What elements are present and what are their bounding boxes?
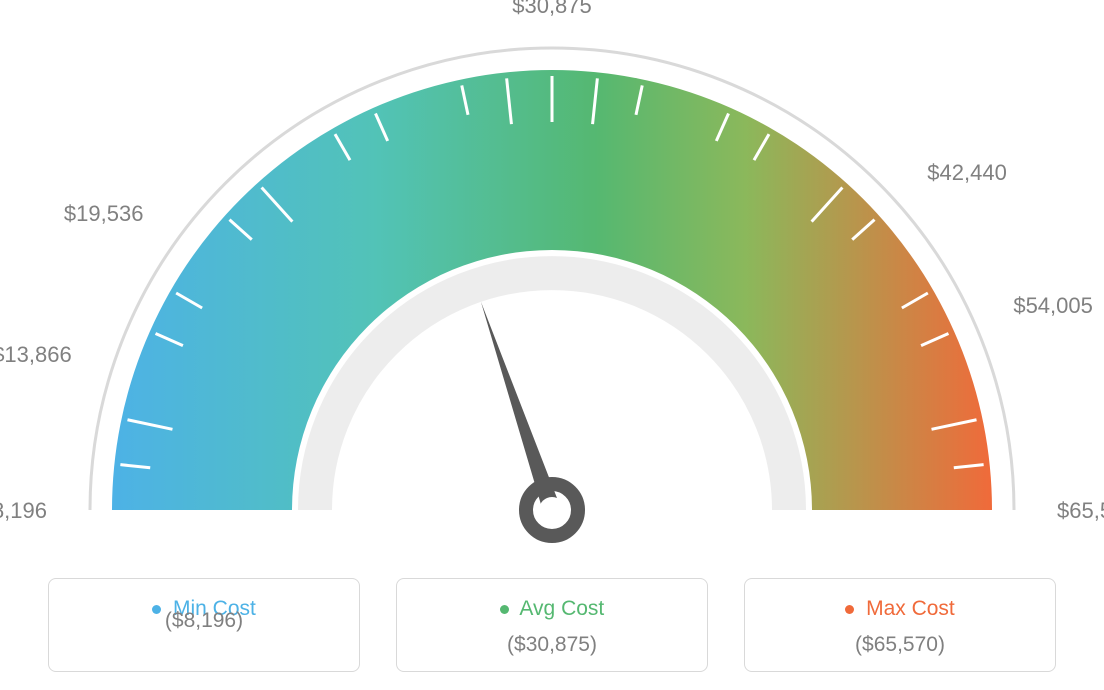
legend-card-avg: Avg Cost ($30,875) xyxy=(396,578,708,672)
scale-label: $13,866 xyxy=(0,342,72,368)
legend-value-min-text: ($8,196) xyxy=(49,609,359,633)
legend-card-min: Min Cost ($8,196) xyxy=(48,578,360,672)
gauge-svg xyxy=(0,0,1104,560)
scale-label: $42,440 xyxy=(927,160,1007,186)
scale-label: $8,196 xyxy=(0,498,47,524)
legend-title-text: Max Cost xyxy=(866,597,955,620)
dot-icon xyxy=(845,605,854,614)
scale-label: $30,875 xyxy=(512,0,592,19)
scale-label: $19,536 xyxy=(63,201,143,227)
scale-label: $65,570 xyxy=(1057,498,1104,524)
cost-gauge-container: $8,196 $13,866 $19,536 $30,875 $42,440 $54,00… xyxy=(0,0,1104,690)
legend-title-text: Avg Cost xyxy=(519,597,604,620)
legend-row: Min Cost ($8,196) Avg Cost ($30,875) Max… xyxy=(0,578,1104,672)
legend-value-avg: ($30,875) xyxy=(397,633,707,657)
legend-title-max: Max Cost xyxy=(745,597,1055,621)
legend-title-avg: Avg Cost xyxy=(397,597,707,621)
legend-value-max: ($65,570) xyxy=(745,633,1055,657)
dot-icon xyxy=(152,605,161,614)
scale-label: $54,005 xyxy=(1013,293,1093,319)
dot-icon xyxy=(500,605,509,614)
legend-card-max: Max Cost ($65,570) xyxy=(744,578,1056,672)
gauge-chart: $8,196 $13,866 $19,536 $30,875 $42,440 $54,00… xyxy=(0,0,1104,560)
